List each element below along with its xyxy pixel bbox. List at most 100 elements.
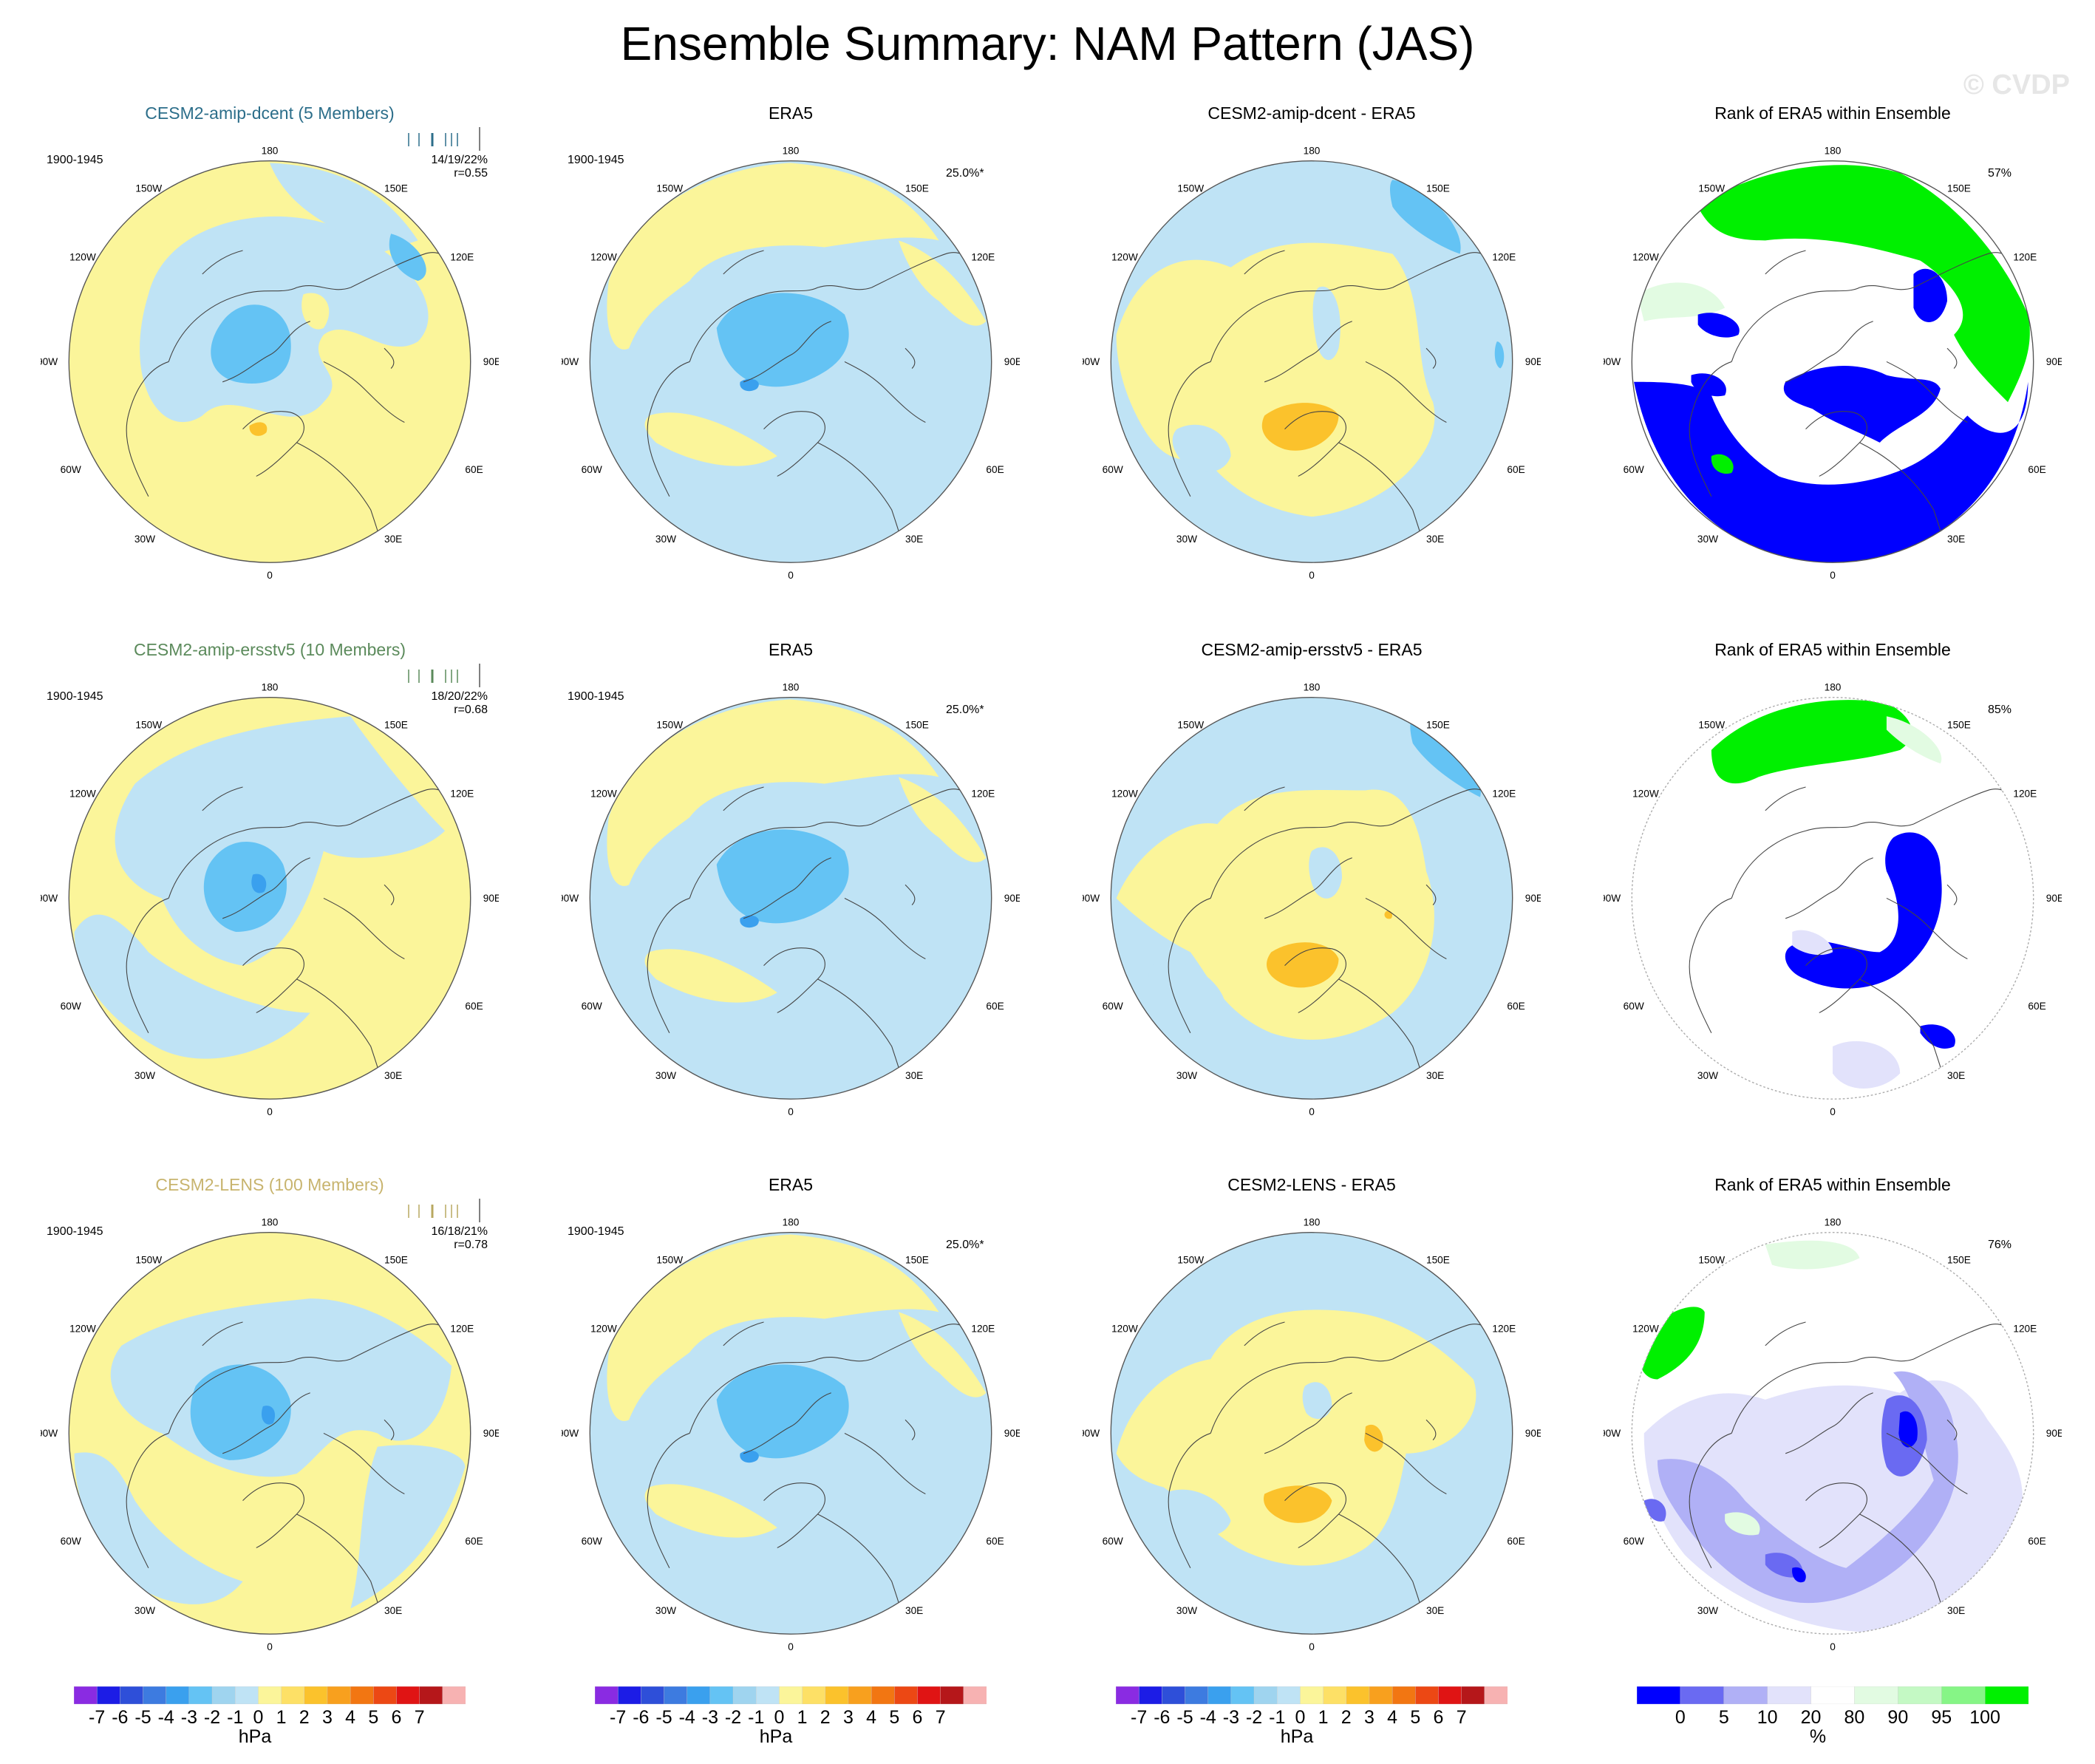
colorbar-swatch [894,1686,919,1704]
colorbar-swatch [1162,1686,1186,1704]
contour-region [1920,1024,1955,1049]
longitude-label: 0 [267,570,273,581]
longitude-label: 0 [1309,1106,1315,1117]
coastline [1689,361,1732,497]
colorbar-tick-label: 95 [1931,1707,1952,1728]
longitude-label: 90W [562,356,579,367]
longitude-label: 120E [1492,1324,1516,1335]
colorbar-tick-label: 6 [391,1707,402,1728]
longitude-label: 150W [1698,1255,1725,1266]
coastline [1168,897,1211,1034]
longitude-label: 150W [1698,183,1725,194]
longitude-label: 60E [2028,1001,2045,1012]
contour-region [607,699,939,886]
contour-region [1261,403,1339,451]
coastline [202,786,243,811]
longitude-label: 90W [562,1428,579,1439]
longitude-label: 60E [986,1001,1004,1012]
longitude-label: 30W [1176,534,1197,545]
colorbar-swatch [825,1686,849,1704]
coastline [1785,857,1873,919]
longitude-label: 60E [986,464,1004,475]
coastline [1284,947,1346,1013]
obs-panel-title: ERA5 [768,640,814,659]
coastline [1284,411,1346,477]
coastline [126,897,169,1034]
colorbar-swatch [1854,1686,1899,1704]
colorbar-swatch [940,1686,964,1704]
contour-region [251,874,267,893]
longitude-label: 150W [656,720,683,731]
contour-region [249,422,268,436]
contour-region [389,234,426,282]
contour-region [1792,930,1833,956]
longitude-label: 180 [783,682,800,693]
longitude-label: 90E [1004,356,1020,367]
longitude-label: 90E [483,893,499,904]
colorbar-tick-label: 6 [1433,1707,1444,1728]
longitude-label: 30W [1697,1070,1718,1081]
variance-pct-label: 25.0%* [946,704,984,716]
colorbar-swatch [1898,1686,1942,1704]
panel-rank-row1: Rank of ERA5 within Ensemble 57% 180 0 90W 90… [1574,103,2091,636]
colorbar-tick-label: 5 [1718,1707,1729,1728]
colorbar-swatch [1723,1686,1768,1704]
pattern-correlation: r=0.78 [454,1239,488,1251]
panel-rank-row3: Rank of ERA5 within Ensemble 76% 180 0 90W 90… [1574,1175,2091,1707]
colorbar-tick-label: 1 [1318,1707,1329,1728]
colorbar-tick-label: 80 [1844,1707,1865,1728]
colorbar-swatch [143,1686,167,1704]
coastline [905,1419,916,1440]
map-boundary [589,697,992,1100]
coastline [1244,250,1285,275]
longitude-label: 30E [1426,1605,1444,1616]
diff-panel-title: CESM2-LENS - ERA5 [1227,1175,1396,1194]
longitude-label: 60E [465,1536,483,1547]
longitude-label: 30E [384,1070,402,1081]
colorbar-tick-label: 6 [912,1707,923,1728]
colorbar-swatch [188,1686,213,1704]
pattern-stats: 14/19/22% [431,154,488,166]
longitude-label: 120W [590,252,617,263]
colorbar-swatch [1767,1686,1812,1704]
colorbar-swatch [1680,1686,1725,1704]
colorbar-swatch [1984,1686,2028,1704]
coastline [1284,1482,1346,1548]
contour-region [1637,282,1726,321]
coastline [1946,884,1958,905]
colorbar-swatch [327,1686,351,1704]
polar-map: 180 0 90W 90E 150W 120W 60W 30W 150E 120E 60E 30E [41,146,499,581]
colorbar-tick-label: 20 [1800,1707,1822,1728]
ensemble-spread-bars [408,1199,480,1222]
contour-region [1792,1567,1806,1583]
longitude-label: 30W [134,534,155,545]
longitude-label: 30W [655,534,676,545]
colorbar-tick-label: 0 [1295,1707,1306,1728]
colorbar-tick-label: 0 [1675,1707,1686,1728]
coastline [723,1321,764,1346]
longitude-label: 150W [1698,720,1725,731]
contour-region [1172,424,1231,472]
contour-region [190,1364,291,1460]
colorbar-swatch [1346,1686,1370,1704]
colorbar-swatch [396,1686,420,1704]
colorbar-tick-label: 7 [1456,1707,1467,1728]
colorbar-swatch [709,1686,734,1704]
pattern-stats: 16/18/21% [431,1225,488,1238]
coastline [743,321,831,383]
colorbar-tick-label: 100 [1969,1707,2000,1728]
coastline [323,1432,405,1494]
longitude-label: 150E [1426,1255,1450,1266]
longitude-label: 60W [1103,464,1123,475]
map-boundary [68,1232,471,1635]
contour-region [1657,1371,1958,1604]
longitude-label: 30E [905,1605,923,1616]
diff-panel-title: CESM2-amip-dcent - ERA5 [1207,103,1416,123]
longitude-label: 120W [1632,252,1659,263]
colorbar-swatch [917,1686,941,1704]
colorbar-tick-label: -6 [112,1707,129,1728]
polar-map: 180 0 90W 90E 150W 120W 60W 30W 150E 120E 60E 30E [562,682,1020,1117]
longitude-label: 90E [2046,356,2062,367]
longitude-label: 120E [1492,252,1516,263]
polar-map: 180 0 90W 90E 150W 120W 60W 30W 150E 120E 60E 30E [562,146,1020,581]
